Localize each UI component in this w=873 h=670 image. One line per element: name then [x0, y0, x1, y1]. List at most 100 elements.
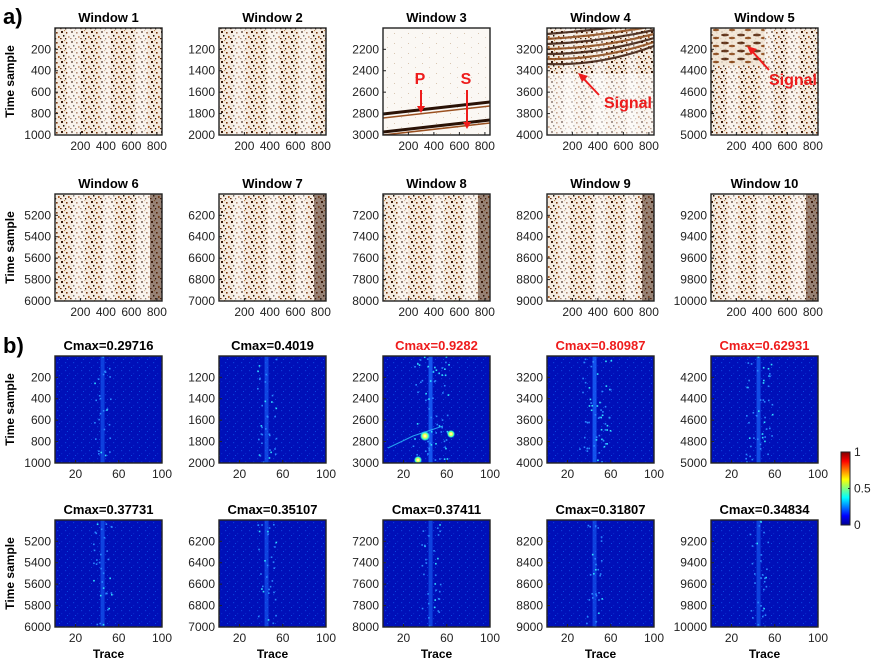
x-tick-label: 100: [152, 631, 172, 645]
correlation-speck: [273, 523, 275, 526]
correlation-speck: [445, 361, 447, 364]
x-tick-label: 20: [397, 631, 411, 645]
correlation-speck: [600, 416, 602, 419]
trace-band: [397, 194, 409, 301]
correlation-speck: [430, 430, 433, 433]
correlation-speck: [261, 588, 263, 590]
trace-band: [559, 194, 570, 301]
y-tick-label: 7400: [352, 556, 379, 570]
y-tick-label: 1000: [24, 128, 51, 142]
x-tick-label: 200: [70, 305, 90, 319]
correlation-background: [55, 356, 162, 463]
x-tick-label: 800: [475, 139, 495, 153]
correlation-speck: [267, 619, 270, 621]
correlation-speck: [590, 365, 593, 368]
correlation-speck: [423, 356, 426, 359]
y-tick-label: 9800: [680, 273, 707, 287]
correlation-speck: [439, 524, 441, 526]
correlation-speck: [417, 391, 419, 394]
correlation-speck: [589, 574, 592, 576]
subplot-title: Window 10: [731, 176, 799, 191]
annotation-arrowhead: [463, 122, 471, 129]
x-tick-label: 600: [613, 139, 633, 153]
correlation-speck: [763, 401, 766, 403]
subplot-window-3: 2200 2400 2600 2800 3000 200 400 600 800 Window 3…: [352, 10, 495, 153]
x-axis-label: Trace: [749, 647, 781, 661]
correlation-speck: [271, 580, 274, 582]
subplot-title: Cmax=0.80987: [556, 338, 646, 353]
correlation-speck: [268, 434, 271, 437]
y-tick-label: 1400: [188, 64, 215, 78]
correlation-speck: [109, 451, 111, 453]
seismic-background: [55, 194, 162, 301]
correlation-speck: [749, 533, 752, 536]
correlation-speck: [600, 428, 603, 431]
y-tick-label: 1000: [24, 456, 51, 470]
panel-a: 200 400 600 800 1000 200 400 600 800 Window 1 Time…: [3, 10, 823, 319]
correlation-speck: [599, 574, 601, 577]
edge-energy: [314, 194, 326, 301]
correlation-speck: [438, 372, 441, 375]
y-tick-label: 8800: [516, 599, 543, 613]
correlation-speck: [94, 531, 97, 534]
x-tick-label: 60: [276, 631, 290, 645]
correlation-speck: [592, 361, 594, 363]
correlation-peak: [420, 431, 430, 441]
correlation-speck: [440, 431, 443, 433]
correlation-speck: [443, 440, 446, 443]
annotation-label: S: [461, 71, 472, 88]
coherence-stripe: [264, 356, 269, 463]
correlation-speck: [100, 451, 103, 454]
correlation-speck: [762, 382, 765, 384]
y-tick-label: 9600: [680, 251, 707, 265]
correlation-speck: [104, 370, 106, 373]
correlation-speck: [94, 438, 97, 440]
correlation-speck: [764, 436, 766, 438]
y-tick-label: 2000: [188, 456, 215, 470]
trace-band: [102, 194, 115, 301]
y-tick-label: 2800: [352, 107, 379, 121]
correlation-speck: [272, 622, 275, 625]
correlation-speck: [771, 413, 774, 416]
y-tick-label: 8600: [516, 251, 543, 265]
panel-label-a: a): [3, 4, 23, 29]
correlation-speck: [436, 423, 439, 426]
correlation-speck: [758, 525, 761, 527]
correlation-speck: [103, 536, 106, 539]
correlation-speck: [764, 440, 766, 443]
y-tick-label: 9000: [516, 294, 543, 308]
x-tick-label: 20: [233, 631, 247, 645]
correlation-speck: [105, 523, 108, 525]
y-tick-label: 3000: [352, 456, 379, 470]
correlation-speck: [422, 530, 425, 532]
correlation-speck: [595, 563, 597, 566]
correlation-speck: [273, 567, 276, 569]
x-tick-label: 800: [147, 305, 167, 319]
seismic-background: [547, 194, 654, 301]
axes-frame: [218, 193, 327, 302]
correlation-speck: [266, 564, 269, 567]
x-tick-label: 800: [311, 305, 331, 319]
correlation-speck: [441, 367, 444, 369]
x-tick-label: 600: [449, 305, 469, 319]
correlation-speck: [421, 544, 423, 546]
correlation-speck: [275, 614, 277, 617]
correlation-speck: [267, 533, 269, 536]
correlation-speck: [430, 444, 433, 446]
edge-energy: [642, 194, 654, 301]
correlation-speck: [444, 368, 446, 371]
x-tick-label: 60: [112, 467, 126, 481]
y-tick-label: 7200: [352, 208, 379, 222]
correlation-peak: [414, 456, 422, 463]
coherence-stripe: [756, 520, 761, 627]
axes-frame: [54, 355, 163, 464]
subplot-title: Window 3: [406, 10, 467, 25]
correlation-speck: [604, 405, 607, 408]
correlation-speck: [591, 553, 594, 556]
correlation-speck: [750, 610, 753, 612]
y-tick-label: 3200: [516, 42, 543, 56]
correlation-speck: [751, 562, 754, 565]
correlation-speck: [99, 622, 102, 625]
correlation-speck: [95, 563, 98, 565]
subplot-window-8: 7200 7400 7600 7800 8000 200 400 600 800 Window 8: [352, 176, 495, 319]
